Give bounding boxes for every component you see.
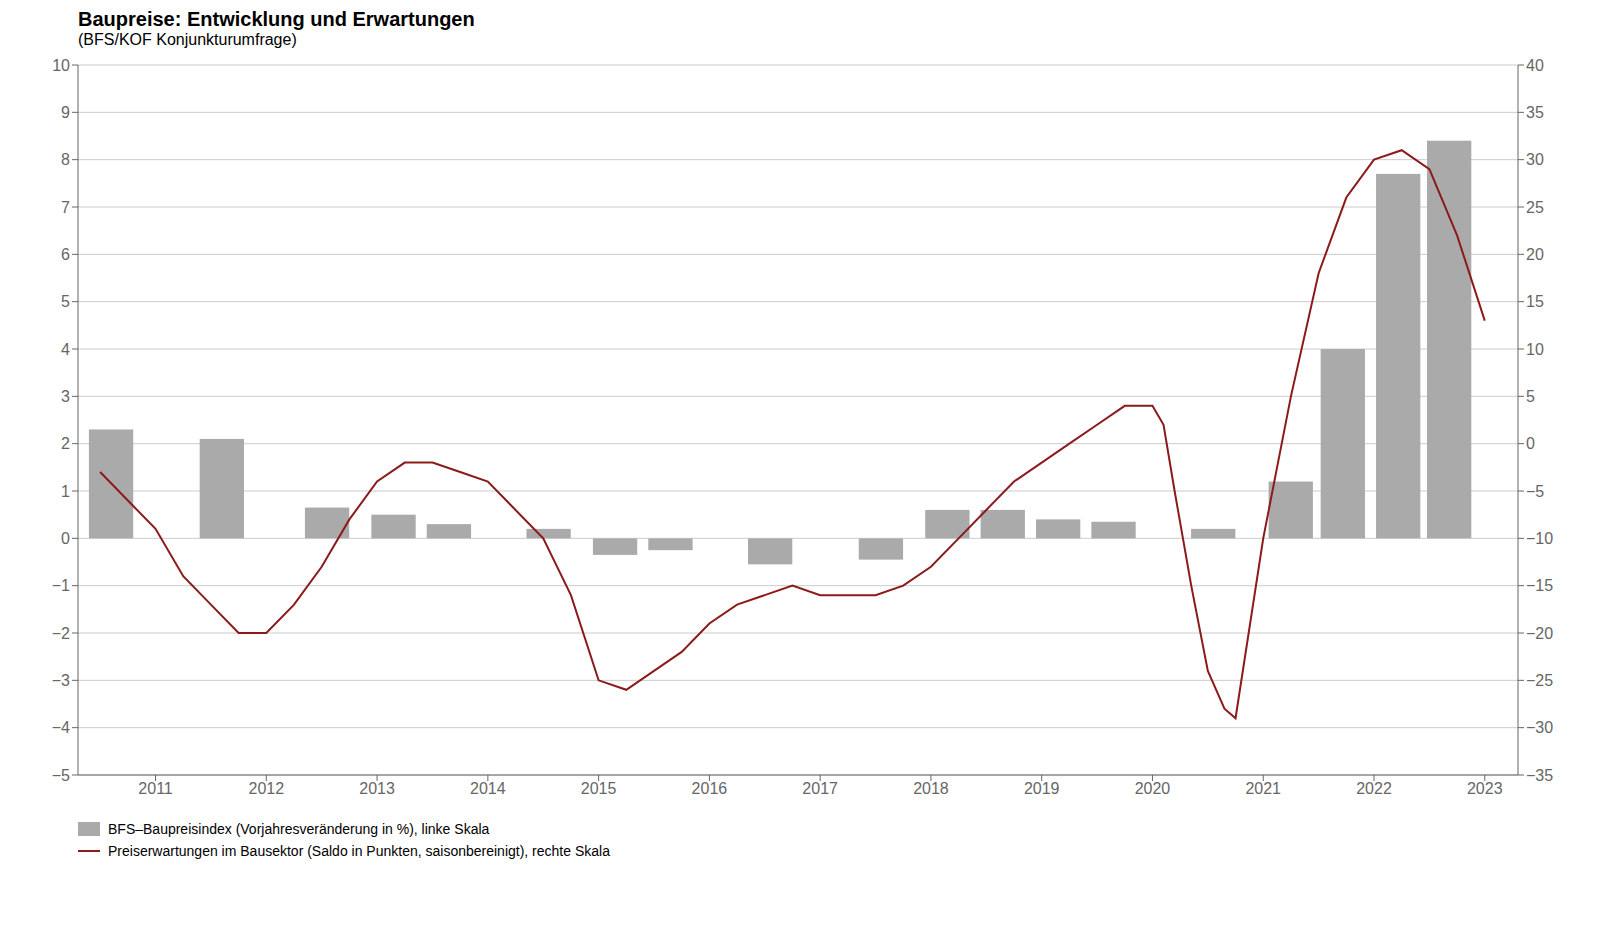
svg-text:−4: −4 — [52, 719, 70, 736]
svg-text:2021: 2021 — [1245, 780, 1281, 797]
svg-text:2017: 2017 — [802, 780, 838, 797]
svg-text:2019: 2019 — [1024, 780, 1060, 797]
svg-text:20: 20 — [1526, 246, 1544, 263]
svg-text:2018: 2018 — [913, 780, 949, 797]
svg-text:−35: −35 — [1526, 767, 1553, 784]
svg-text:9: 9 — [61, 104, 70, 121]
svg-text:2022: 2022 — [1356, 780, 1392, 797]
svg-text:1: 1 — [61, 483, 70, 500]
svg-text:8: 8 — [61, 151, 70, 168]
svg-text:−20: −20 — [1526, 625, 1553, 642]
svg-text:0: 0 — [1526, 435, 1535, 452]
svg-text:5: 5 — [61, 293, 70, 310]
svg-text:−5: −5 — [1526, 483, 1544, 500]
svg-text:−3: −3 — [52, 672, 70, 689]
svg-text:25: 25 — [1526, 199, 1544, 216]
svg-text:−1: −1 — [52, 577, 70, 594]
svg-text:2014: 2014 — [470, 780, 506, 797]
svg-text:7: 7 — [61, 199, 70, 216]
svg-text:3: 3 — [61, 388, 70, 405]
svg-text:35: 35 — [1526, 104, 1544, 121]
svg-text:10: 10 — [52, 57, 70, 74]
html-text:Baupreise: Entwicklung und Erw: Baupreise: Entwicklung und Erwartungen — [78, 8, 475, 30]
html-text:BFS–Baupreisindex (Vorjahresve: BFS–Baupreisindex (Vorjahresveränderung … — [108, 821, 490, 837]
svg-text:−25: −25 — [1526, 672, 1553, 689]
html-text:(BFS/KOF Konjunkturumfrage): (BFS/KOF Konjunkturumfrage) — [78, 31, 297, 48]
svg-text:10: 10 — [1526, 341, 1544, 358]
html-text:Preiserwartungen im Bausektor: Preiserwartungen im Bausektor (Saldo in … — [108, 843, 610, 859]
svg-text:−5: −5 — [52, 767, 70, 784]
svg-text:0: 0 — [61, 530, 70, 547]
svg-text:−30: −30 — [1526, 719, 1553, 736]
svg-text:2016: 2016 — [692, 780, 728, 797]
svg-text:2015: 2015 — [581, 780, 617, 797]
svg-text:2: 2 — [61, 435, 70, 452]
svg-text:30: 30 — [1526, 151, 1544, 168]
svg-text:6: 6 — [61, 246, 70, 263]
svg-text:−10: −10 — [1526, 530, 1553, 547]
svg-text:4: 4 — [61, 341, 70, 358]
svg-text:−2: −2 — [52, 625, 70, 642]
svg-text:5: 5 — [1526, 388, 1535, 405]
svg-text:15: 15 — [1526, 293, 1544, 310]
svg-text:2023: 2023 — [1467, 780, 1503, 797]
svg-text:2020: 2020 — [1135, 780, 1171, 797]
svg-text:40: 40 — [1526, 57, 1544, 74]
svg-text:−15: −15 — [1526, 577, 1553, 594]
svg-text:2013: 2013 — [359, 780, 395, 797]
svg-text:2012: 2012 — [249, 780, 285, 797]
svg-text:2011: 2011 — [138, 780, 173, 797]
